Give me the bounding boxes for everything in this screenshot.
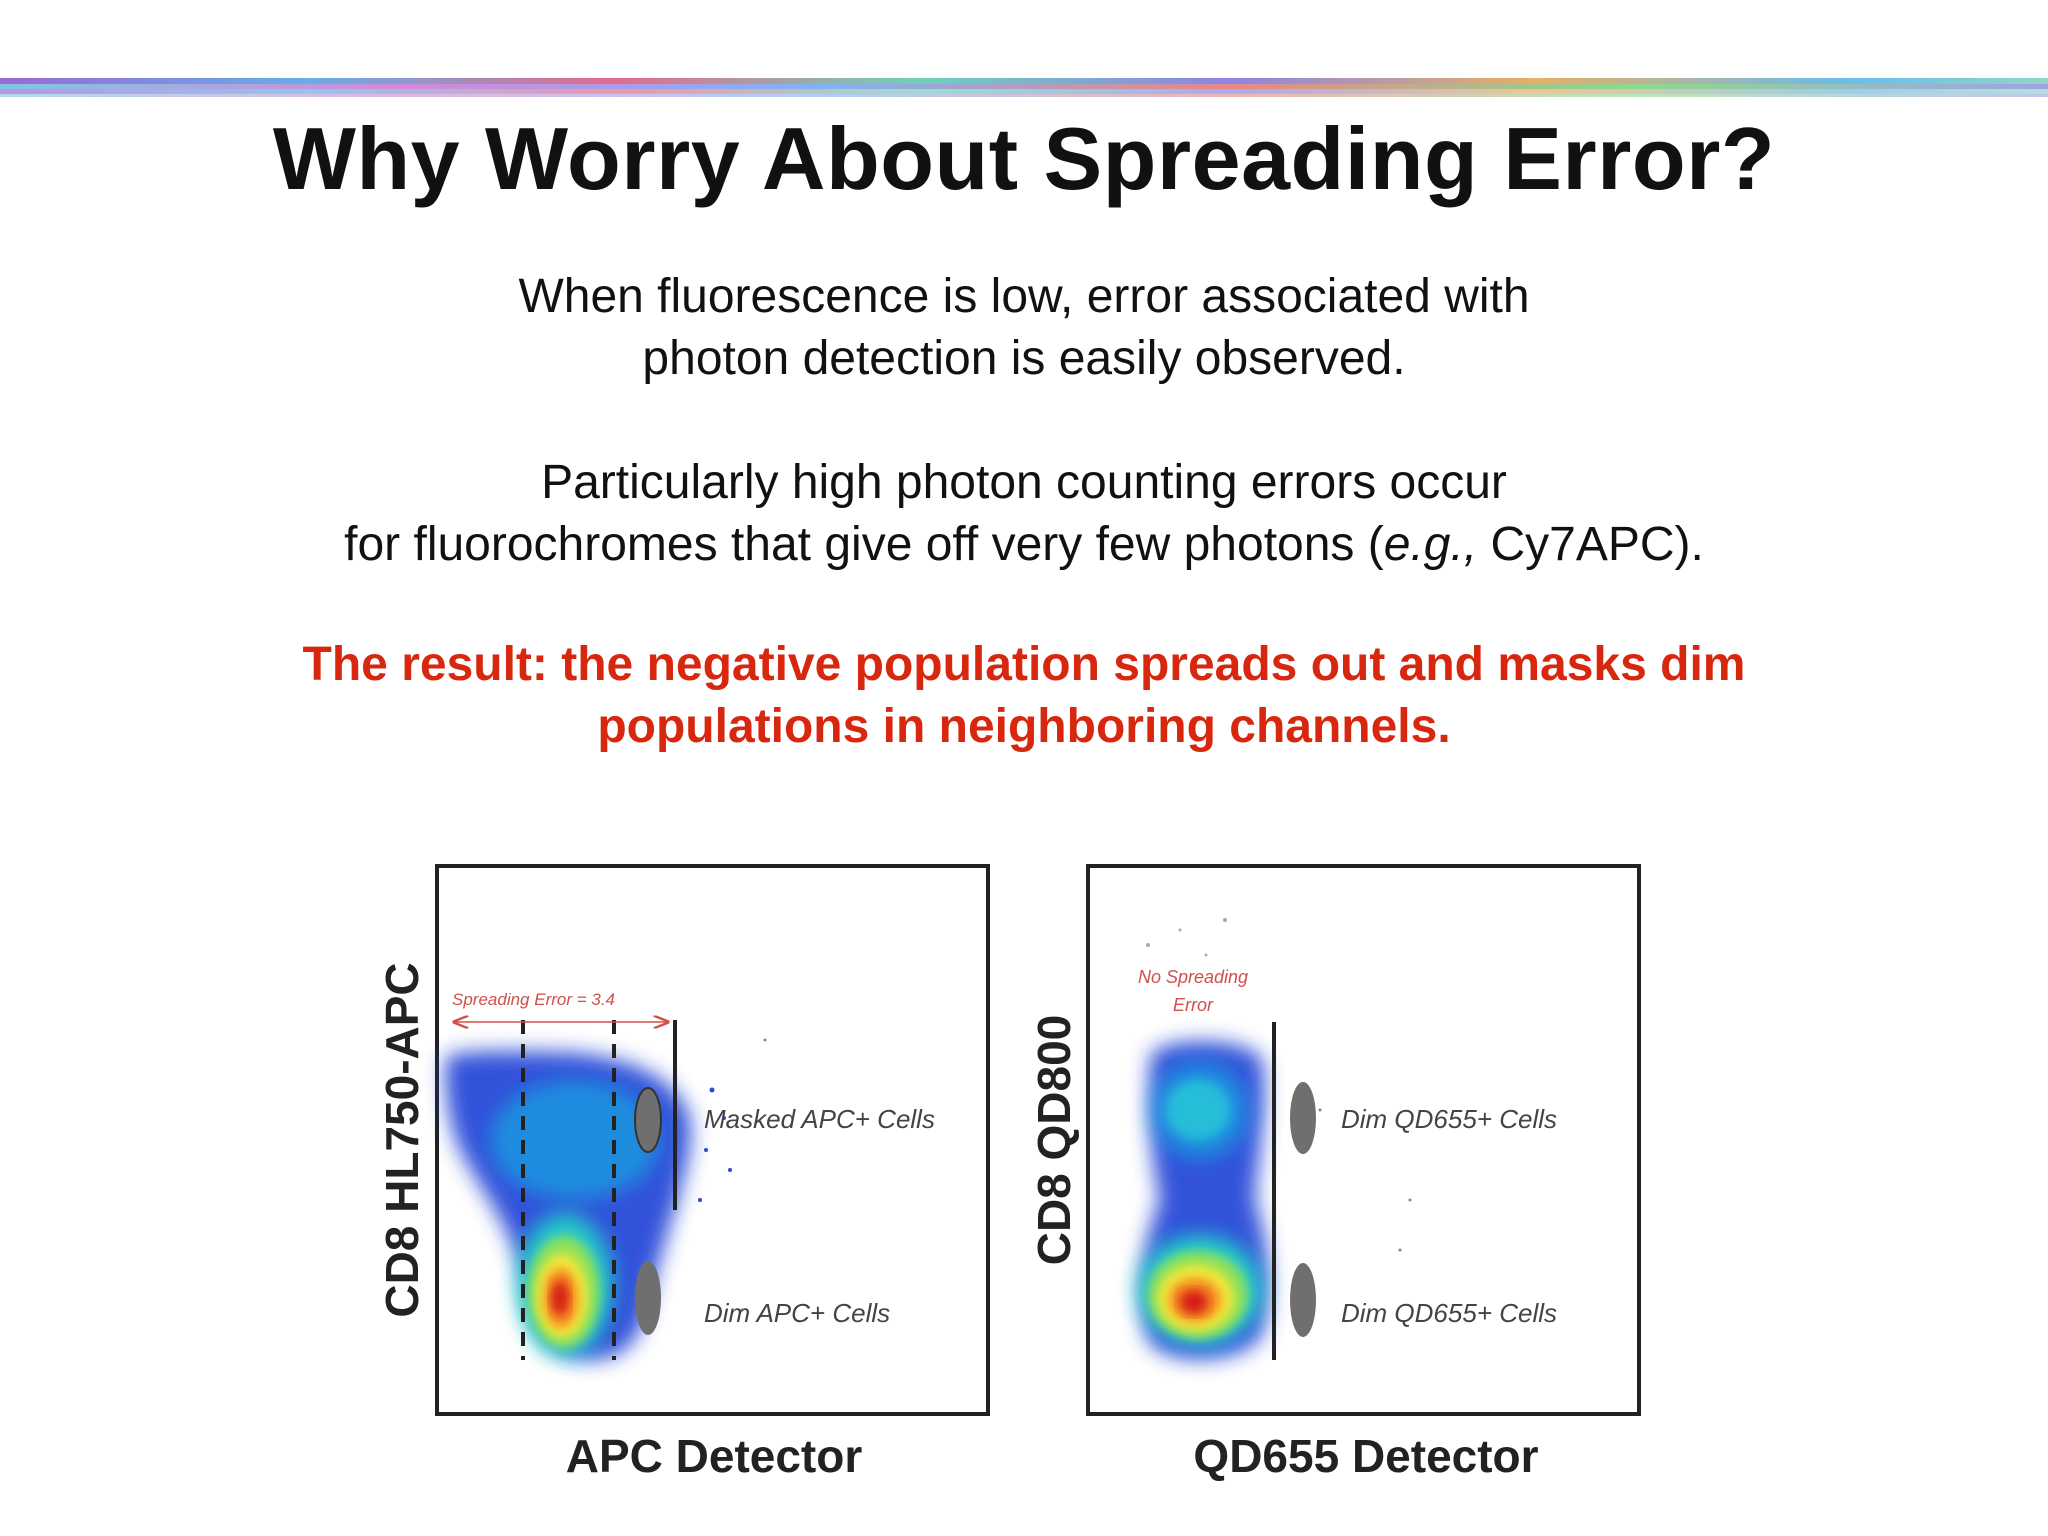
apc-y-axis-label: CD8 HL750-APC	[376, 962, 428, 1317]
dim-qd655-lower-gate	[1290, 1263, 1316, 1337]
photon-line-2: for fluorochromes that give off very few…	[0, 514, 2048, 576]
qd655-density-cloud	[1138, 918, 1412, 1360]
photon-error-paragraph: Particularly high photon counting errors…	[0, 452, 2048, 576]
qd655-plot: No Spreading Error Dim QD655+ Cells Dim …	[1028, 864, 1641, 1482]
photon-line-2-end: Cy7APC).	[1477, 518, 1704, 571]
dim-apc-gate	[635, 1261, 661, 1335]
apc-plot: Spreading Error = 3.4 Masked APC+ Cells …	[376, 864, 990, 1482]
dim-apc-label: Dim APC+ Cells	[704, 1298, 890, 1328]
dim-qd655-lower-label: Dim QD655+ Cells	[1341, 1298, 1557, 1328]
intro-paragraph: When fluorescence is low, error associat…	[0, 266, 2048, 390]
dim-qd655-upper-label: Dim QD655+ Cells	[1341, 1104, 1557, 1134]
result-line-2: populations in neighboring channels.	[597, 700, 1451, 753]
no-spreading-label-line2: Error	[1173, 995, 1214, 1015]
qd655-x-axis-label: QD655 Detector	[1193, 1430, 1538, 1482]
photon-line-1: Particularly high photon counting errors…	[541, 456, 1507, 509]
photon-line-2-start: for fluorochromes that give off very few…	[344, 518, 1384, 571]
dim-qd655-upper-gate	[1290, 1082, 1316, 1154]
result-paragraph: The result: the negative population spre…	[0, 634, 2048, 758]
result-line-1: The result: the negative population spre…	[302, 638, 1746, 691]
slide-title: Why Worry About Spreading Error?	[272, 109, 1776, 208]
intro-line-2: photon detection is easily observed.	[642, 332, 1406, 385]
intro-line-1: When fluorescence is low, error associat…	[518, 270, 1530, 323]
masked-apc-gate	[634, 1087, 662, 1153]
masked-apc-label: Masked APC+ Cells	[704, 1104, 935, 1134]
qd655-y-axis-label: CD8 QD800	[1028, 1015, 1080, 1266]
decorative-header-band	[0, 78, 2048, 97]
no-spreading-label-line1: No Spreading	[1138, 967, 1248, 987]
eg-abbreviation: e.g.,	[1383, 518, 1478, 571]
apc-density-cloud	[445, 1038, 767, 1360]
apc-x-axis-label: APC Detector	[566, 1430, 863, 1482]
spreading-error-label: Spreading Error = 3.4	[452, 990, 615, 1009]
